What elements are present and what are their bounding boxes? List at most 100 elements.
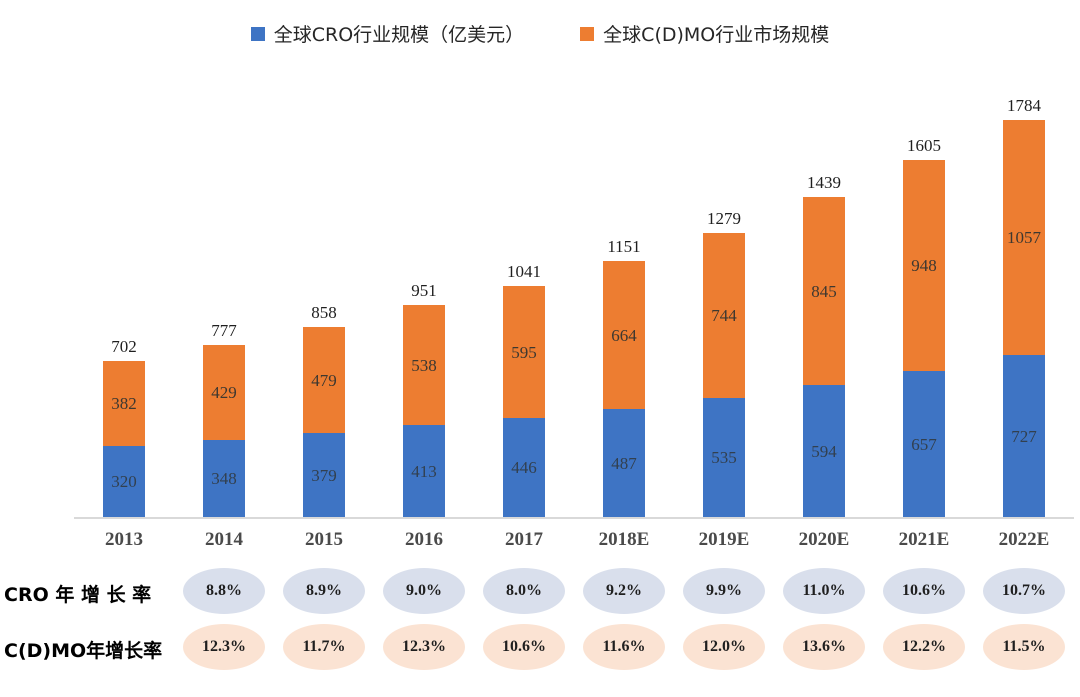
growth-cell: 9.0% bbox=[374, 567, 474, 615]
cro-bar-segment: 594 bbox=[803, 385, 845, 517]
cdmo-bar-segment: 845 bbox=[803, 197, 845, 385]
bar-column-2022E: 1784 1057 727 bbox=[974, 85, 1074, 517]
growth-cell bbox=[74, 623, 174, 671]
bar-stack: 479 379 bbox=[303, 327, 345, 517]
cdmo-bar-segment: 479 bbox=[303, 327, 345, 433]
growth-rate-bubble: 10.7% bbox=[983, 568, 1065, 614]
growth-cell: 12.0% bbox=[674, 623, 774, 671]
bar-stack: 382 320 bbox=[103, 361, 145, 517]
growth-cell: 12.2% bbox=[874, 623, 974, 671]
cro-bar-segment: 379 bbox=[303, 433, 345, 517]
x-axis-label-2015: 2015 bbox=[305, 529, 343, 550]
chart-legend: 全球CRO行业规模（亿美元） 全球C(D)MO行业市场规模 bbox=[0, 20, 1080, 47]
x-axis-label-2018E: 2018E bbox=[598, 529, 650, 550]
x-axis-label-2016: 2016 bbox=[405, 529, 443, 550]
bar-stack: 948 657 bbox=[903, 160, 945, 517]
cro-bar-segment: 727 bbox=[1003, 355, 1045, 517]
legend-item-cdmo-label: 全球C(D)MO行业市场规模 bbox=[603, 24, 830, 46]
bar-total-label: 951 bbox=[411, 281, 437, 300]
growth-rate-bubble: 11.0% bbox=[783, 568, 865, 614]
cro-bar-segment: 535 bbox=[703, 398, 745, 517]
cro-bar-segment: 446 bbox=[503, 418, 545, 517]
cdmo-bar-segment: 744 bbox=[703, 233, 745, 398]
bar-total-label: 1041 bbox=[507, 262, 541, 281]
growth-rate-bubble: 8.9% bbox=[283, 568, 365, 614]
growth-cell: 10.6% bbox=[474, 623, 574, 671]
growth-cell: 13.6% bbox=[774, 623, 874, 671]
bar-column-2019E: 1279 744 535 bbox=[674, 85, 774, 517]
growth-rate-bubble: 11.5% bbox=[983, 624, 1065, 670]
plot-area: 702 382 320 777 429 348 858 479 379 951 538 413 1041… bbox=[74, 85, 1074, 517]
growth-cell: 11.7% bbox=[274, 623, 374, 671]
bar-total-label: 1784 bbox=[1007, 96, 1041, 115]
cdmo-bar-segment: 538 bbox=[403, 305, 445, 425]
cdmo-bar-segment: 595 bbox=[503, 286, 545, 418]
cro-bar-segment: 348 bbox=[203, 440, 245, 517]
bar-stack: 595 446 bbox=[503, 286, 545, 517]
x-axis-label-2022E: 2022E bbox=[998, 529, 1050, 550]
cdmo-growth-row: 12.3% 11.7% 12.3% 10.6% 11.6% 12.0% 13.6% 12.2%… bbox=[74, 623, 1074, 671]
growth-cell: 11.6% bbox=[574, 623, 674, 671]
bar-stack: 538 413 bbox=[403, 305, 445, 517]
bar-column-2016: 951 538 413 bbox=[374, 85, 474, 517]
bar-column-2020E: 1439 845 594 bbox=[774, 85, 874, 517]
bar-column-2014: 777 429 348 bbox=[174, 85, 274, 517]
growth-cell: 11.0% bbox=[774, 567, 874, 615]
bar-total-label: 1605 bbox=[907, 136, 941, 155]
cro-bar-segment: 657 bbox=[903, 371, 945, 517]
cdmo-bar-segment: 429 bbox=[203, 345, 245, 440]
x-axis-labels: 2013 2014 2015 2016 2017 2018E 2019E 2020E 2021E… bbox=[74, 529, 1074, 551]
cro-growth-row-label: CRO 年 增 长 率 bbox=[4, 584, 152, 606]
bar-total-label: 777 bbox=[211, 321, 237, 340]
cdmo-growth-row-label: C(D)MO年增长率 bbox=[4, 640, 163, 662]
growth-rate-bubble: 11.6% bbox=[583, 624, 665, 670]
bar-column-2017: 1041 595 446 bbox=[474, 85, 574, 517]
x-axis-label-2019E: 2019E bbox=[698, 529, 750, 550]
x-axis-label-2017: 2017 bbox=[505, 529, 543, 550]
growth-rate-bubble: 8.8% bbox=[183, 568, 265, 614]
cdmo-bar-segment: 382 bbox=[103, 361, 145, 446]
growth-cell: 8.8% bbox=[174, 567, 274, 615]
growth-cell bbox=[74, 567, 174, 615]
growth-rate-bubble: 12.3% bbox=[383, 624, 465, 670]
growth-cell: 9.2% bbox=[574, 567, 674, 615]
x-axis-label-2021E: 2021E bbox=[898, 529, 950, 550]
growth-cell: 12.3% bbox=[374, 623, 474, 671]
growth-cell: 10.6% bbox=[874, 567, 974, 615]
x-axis-label-2013: 2013 bbox=[105, 529, 143, 550]
bar-column-2021E: 1605 948 657 bbox=[874, 85, 974, 517]
bar-column-2013: 702 382 320 bbox=[74, 85, 174, 517]
legend-item-cro-label: 全球CRO行业规模（亿美元） bbox=[273, 24, 525, 46]
bar-stack: 744 535 bbox=[703, 233, 745, 517]
growth-rate-bubble: 9.9% bbox=[683, 568, 765, 614]
growth-rate-bubble: 9.0% bbox=[383, 568, 465, 614]
bar-total-label: 858 bbox=[311, 303, 337, 322]
cdmo-bar-segment: 1057 bbox=[1003, 120, 1045, 355]
growth-rate-bubble: 13.6% bbox=[783, 624, 865, 670]
cro-growth-row: 8.8% 8.9% 9.0% 8.0% 9.2% 9.9% 11.0% 10.6% 10.7% bbox=[74, 567, 1074, 615]
bar-column-2018E: 1151 664 487 bbox=[574, 85, 674, 517]
bar-stack: 845 594 bbox=[803, 197, 845, 517]
growth-rate-bubble: 12.3% bbox=[183, 624, 265, 670]
growth-cell: 8.9% bbox=[274, 567, 374, 615]
bar-stack: 1057 727 bbox=[1003, 120, 1045, 517]
growth-rate-bubble: 9.2% bbox=[583, 568, 665, 614]
growth-cell: 11.5% bbox=[974, 623, 1074, 671]
bar-column-2015: 858 479 379 bbox=[274, 85, 374, 517]
growth-cell: 9.9% bbox=[674, 567, 774, 615]
cro-bar-segment: 413 bbox=[403, 425, 445, 517]
growth-rate-bubble: 10.6% bbox=[883, 568, 965, 614]
bar-stack: 429 348 bbox=[203, 345, 245, 517]
bar-stack: 664 487 bbox=[603, 261, 645, 517]
x-axis-label-2020E: 2020E bbox=[798, 529, 850, 550]
growth-rate-bubble: 11.7% bbox=[283, 624, 365, 670]
bar-total-label: 1439 bbox=[807, 173, 841, 192]
x-axis-line bbox=[74, 517, 1074, 519]
cro-bar-segment: 487 bbox=[603, 409, 645, 517]
legend-item-cdmo: 全球C(D)MO行业市场规模 bbox=[580, 20, 829, 47]
bar-total-label: 1151 bbox=[607, 237, 641, 256]
growth-rate-bubble: 10.6% bbox=[483, 624, 565, 670]
cro-legend-swatch-icon bbox=[250, 26, 265, 41]
legend-item-cro: 全球CRO行业规模（亿美元） bbox=[250, 20, 525, 47]
